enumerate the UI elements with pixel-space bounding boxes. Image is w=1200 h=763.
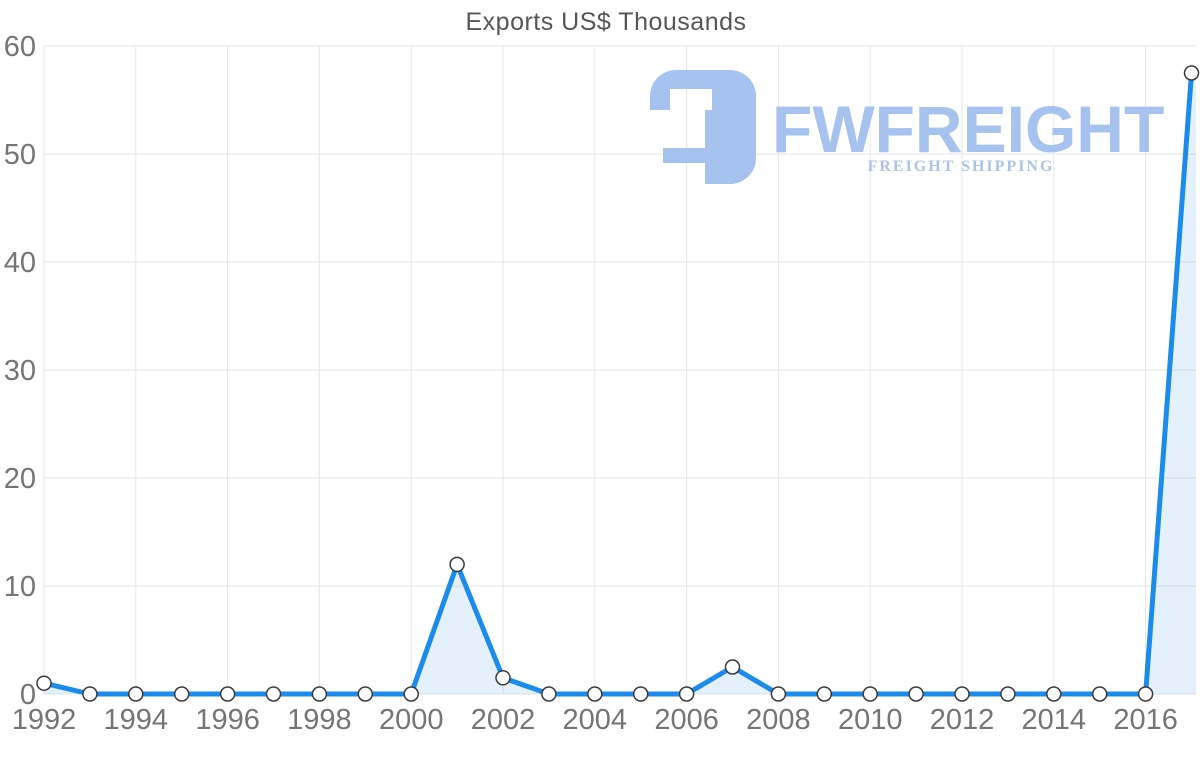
x-axis-tick-label: 2016 [1113,704,1178,736]
y-axis-tick-label: 20 [4,463,36,495]
chart-title: Exports US$ Thousands [465,8,747,36]
data-point-marker [770,686,787,702]
x-axis-tick-label: 2008 [746,704,811,736]
data-point-marker [128,686,144,702]
data-point-marker [265,686,282,702]
data-point-marker [1046,686,1062,702]
data-point-marker [678,686,695,702]
x-axis-tick-label: 1992 [12,704,77,736]
data-point-marker [816,686,833,702]
x-axis-tick-label: 1998 [287,704,352,736]
watermark-brand-text: FWFREIGHT [772,92,1165,166]
data-point-marker [449,556,465,573]
data-point-marker [724,659,741,675]
y-axis-tick-label: 30 [4,355,36,387]
x-axis-tick-label: 2012 [930,704,995,736]
x-axis-tick-label: 2006 [654,704,719,736]
data-point-marker [173,686,190,702]
y-axis-tick-label: 10 [4,571,36,603]
watermark: FWFREIGHT FREIGHT SHIPPING [650,70,1164,190]
data-line [41,70,1194,697]
y-axis-tick-label: 0 [20,679,36,711]
data-point-marker [219,686,236,702]
x-axis-tick-label: 2010 [838,704,903,736]
fwfreight-logo-icon [650,70,756,184]
data-point-marker [908,686,924,702]
data-point-marker [862,686,878,702]
data-point-marker [587,686,603,702]
y-axis-tick-label: 40 [4,247,36,279]
area-fill [44,73,1196,694]
data-point-marker [403,686,419,702]
data-point-marker [357,686,374,702]
data-point-marker [495,670,511,686]
y-axis-tick-label: 50 [4,139,36,171]
x-axis-tick-label: 2014 [1022,704,1087,736]
x-axis-tick-label: 2000 [379,704,444,736]
y-axis-tick-label: 60 [4,31,36,63]
data-point-marker [1000,686,1016,702]
x-axis-tick-label: 2002 [471,704,536,736]
data-point-marker [541,686,557,702]
data-point-marker [82,686,98,702]
data-point-marker [632,686,649,702]
data-point-marker [954,686,970,702]
data-point-marker [311,686,328,702]
x-axis-tick-label: 2004 [563,704,628,736]
data-point-marker [36,675,52,691]
x-axis-tick-label: 1994 [104,704,169,736]
data-point-marker [1091,686,1108,702]
data-point-marker [1183,65,1200,81]
x-axis-tick-label: 1996 [195,704,260,736]
data-point-marker [1137,686,1154,702]
watermark-tagline-text: FREIGHT SHIPPING [867,158,1055,175]
